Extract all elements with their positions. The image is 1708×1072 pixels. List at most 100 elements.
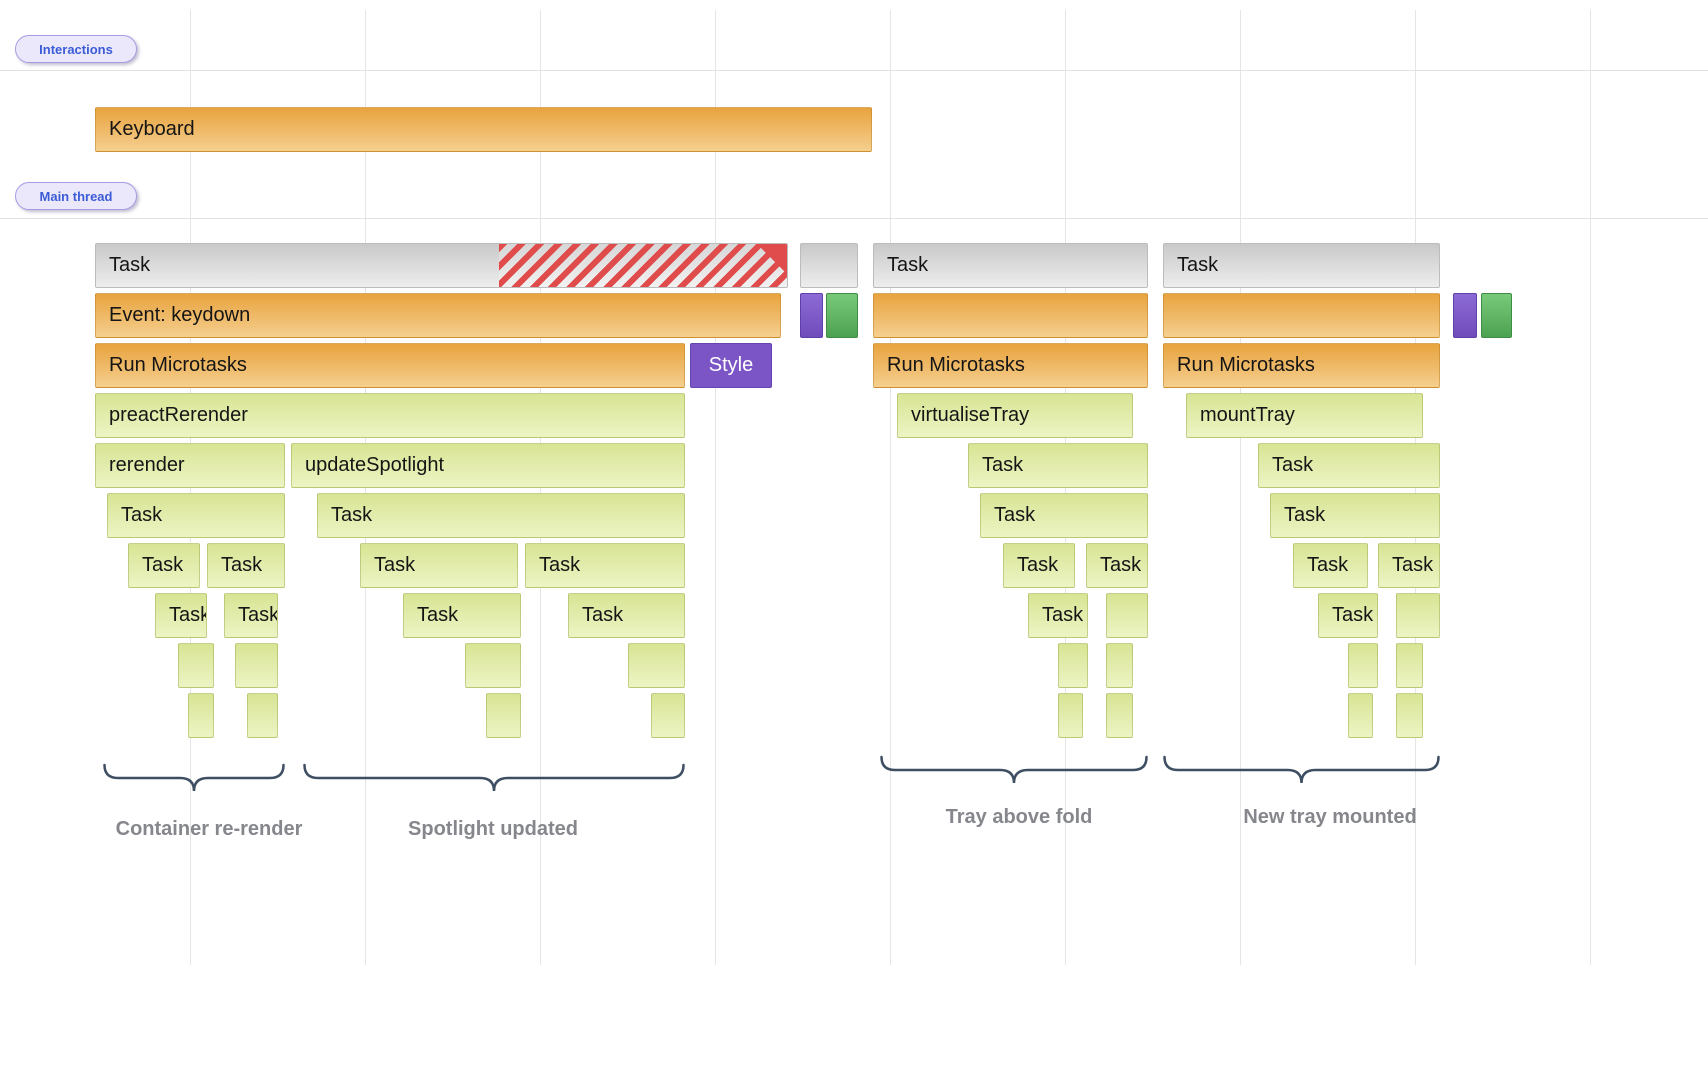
task-bar[interactable]: Task <box>568 593 685 638</box>
bar-label: Task <box>887 254 929 276</box>
task-bar[interactable] <box>1106 693 1133 738</box>
bar-label: Style <box>708 354 754 376</box>
bar-label: Task <box>982 454 1024 476</box>
bar-label: Run Microtasks <box>109 354 247 376</box>
annotation-brace <box>880 755 1148 784</box>
virtualise-tray-bar[interactable]: virtualiseTray <box>897 393 1133 438</box>
bar-label: Task <box>1332 604 1374 626</box>
task-bar[interactable]: Task <box>360 543 518 588</box>
bar-label: Task <box>994 504 1036 526</box>
annotation-label: Spotlight updated <box>408 818 578 840</box>
gc-block-bar[interactable] <box>826 293 858 338</box>
task-bar[interactable] <box>235 643 278 688</box>
task-bar[interactable]: Task <box>1293 543 1368 588</box>
bar-label: Task <box>238 604 278 626</box>
task-bar[interactable]: Task <box>403 593 521 638</box>
task-bar[interactable] <box>1348 643 1378 688</box>
bar-label: Task <box>1272 454 1314 476</box>
task-bar[interactable] <box>1348 693 1373 738</box>
annotation-brace <box>1163 755 1440 784</box>
task-bar[interactable]: Task <box>1318 593 1378 638</box>
task-bar[interactable]: Task <box>1258 443 1440 488</box>
task-bar[interactable] <box>247 693 278 738</box>
task-bar[interactable]: Task <box>980 493 1148 538</box>
task-bar[interactable]: Task <box>207 543 285 588</box>
bar-label: Task <box>374 554 416 576</box>
gridline-vertical <box>715 10 716 965</box>
long-task-hatch <box>499 244 787 287</box>
annotation-label: New tray mounted <box>1243 806 1417 828</box>
bar-label: Task <box>1307 554 1349 576</box>
bar-label: Task <box>121 504 163 526</box>
task-bar[interactable]: Task <box>1163 243 1440 288</box>
task-bar[interactable] <box>1106 643 1133 688</box>
run-microtasks-bar[interactable]: Run Microtasks <box>95 343 685 388</box>
annotation-brace <box>303 763 685 792</box>
task-bar[interactable]: Task <box>155 593 207 638</box>
task-bar[interactable] <box>800 243 858 288</box>
task-bar[interactable] <box>465 643 521 688</box>
run-microtasks-bar[interactable]: Run Microtasks <box>873 343 1148 388</box>
task-bar[interactable] <box>628 643 685 688</box>
task-bar[interactable] <box>651 693 685 738</box>
main-thread-track-label: Main thread <box>39 188 113 204</box>
bar-label: Task <box>417 604 459 626</box>
interaction-keyboard-bar[interactable]: Keyboard <box>95 107 872 152</box>
style-bar[interactable]: Style <box>690 343 772 388</box>
task-bar[interactable]: Task <box>224 593 278 638</box>
bar-label: Task <box>539 554 581 576</box>
purple-block-bar[interactable] <box>800 293 823 338</box>
task-bar[interactable] <box>1058 693 1083 738</box>
task-bar[interactable] <box>1396 593 1440 638</box>
task-bar[interactable]: Task <box>1270 493 1440 538</box>
task-bar[interactable]: Task <box>1086 543 1148 588</box>
task-bar[interactable]: Task <box>873 243 1148 288</box>
task-bar[interactable]: Task <box>1378 543 1440 588</box>
bar-label: Task <box>1392 554 1434 576</box>
task-bar[interactable] <box>188 693 214 738</box>
task-bar[interactable] <box>1058 643 1088 688</box>
event-bar[interactable] <box>873 293 1148 338</box>
purple-block-bar[interactable] <box>1453 293 1477 338</box>
bar-label: Task <box>169 604 207 626</box>
bar-label: Task <box>109 254 151 276</box>
bar-label: rerender <box>109 454 185 476</box>
task-bar[interactable]: Task <box>317 493 685 538</box>
gc-block-bar[interactable] <box>1481 293 1512 338</box>
bar-label: Event: keydown <box>109 304 251 326</box>
task-bar[interactable] <box>178 643 214 688</box>
task-bar[interactable]: Task <box>128 543 200 588</box>
preact-rerender-bar[interactable]: preactRerender <box>95 393 685 438</box>
mount-tray-bar[interactable]: mountTray <box>1186 393 1423 438</box>
task-bar[interactable] <box>1106 593 1148 638</box>
rerender-bar[interactable]: rerender <box>95 443 285 488</box>
task-bar[interactable]: Task <box>525 543 685 588</box>
bar-label: Run Microtasks <box>887 354 1025 376</box>
annotation-brace <box>103 763 285 792</box>
event-bar[interactable] <box>1163 293 1440 338</box>
bar-label: Task <box>582 604 624 626</box>
bar-label: virtualiseTray <box>911 404 1030 426</box>
task-bar[interactable]: Task <box>968 443 1148 488</box>
gridline-vertical <box>1240 10 1241 965</box>
event-keydown-bar[interactable]: Event: keydown <box>95 293 781 338</box>
task-bar[interactable] <box>1396 693 1423 738</box>
long-task-bar[interactable]: Task <box>95 243 788 288</box>
main-thread-track-toggle[interactable]: Main thread <box>15 182 137 210</box>
task-bar[interactable]: Task <box>1028 593 1088 638</box>
bar-label: updateSpotlight <box>305 454 445 476</box>
task-bar[interactable] <box>1396 643 1423 688</box>
annotation-label: Container re-render <box>115 818 303 840</box>
bar-label: mountTray <box>1200 404 1295 426</box>
bar-label: Task <box>1042 604 1084 626</box>
task-bar[interactable] <box>486 693 521 738</box>
interactions-track-toggle[interactable]: Interactions <box>15 35 137 63</box>
gridline-vertical <box>890 10 891 965</box>
run-microtasks-bar[interactable]: Run Microtasks <box>1163 343 1440 388</box>
bar-label: Task <box>1284 504 1326 526</box>
task-bar[interactable]: Task <box>107 493 285 538</box>
track-separator-line <box>0 70 1708 71</box>
task-bar[interactable]: Task <box>1003 543 1075 588</box>
update-spotlight-bar[interactable]: updateSpotlight <box>291 443 685 488</box>
